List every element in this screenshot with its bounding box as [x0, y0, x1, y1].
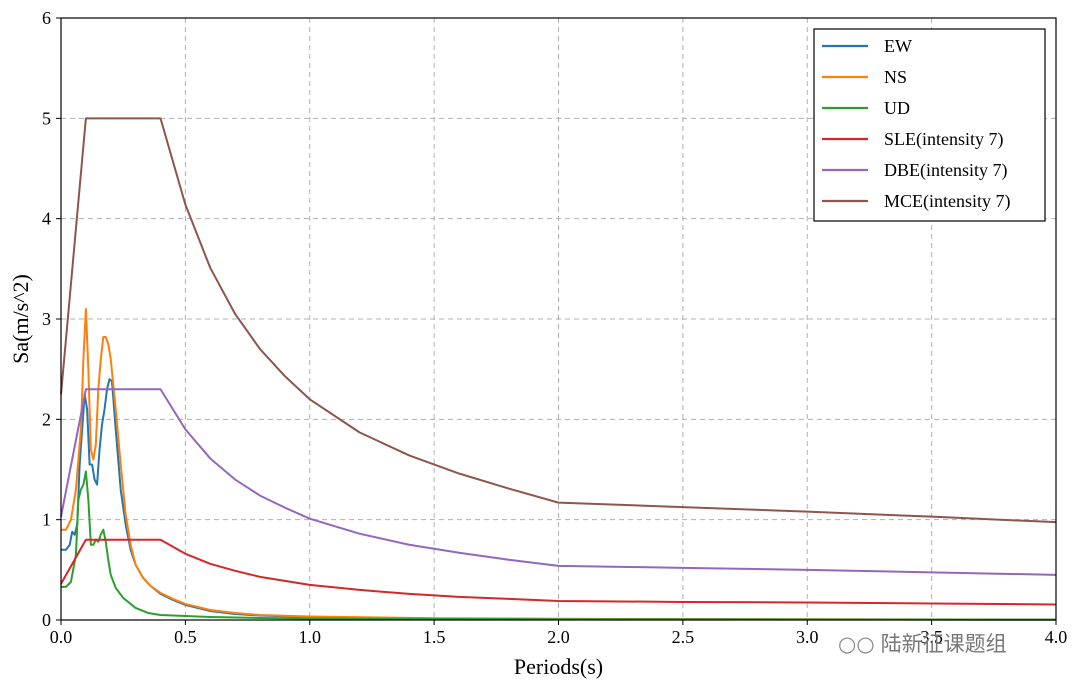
legend-box [813, 28, 1046, 222]
x-tick-label: 2.0 [547, 627, 570, 647]
y-tick-label: 3 [42, 309, 51, 329]
x-axis-label: Periods(s) [514, 654, 603, 679]
y-tick-label: 4 [42, 209, 51, 229]
x-tick-label: 1.5 [423, 627, 446, 647]
series-line-5 [60, 117, 1057, 524]
x-tick-label: 3.0 [796, 627, 819, 647]
x-tick-label: 3.5 [920, 627, 943, 647]
legend-label: SLE(intensity 7) [884, 129, 1004, 150]
x-tick-label: 4.0 [1045, 627, 1068, 647]
series-line-2 [61, 470, 1057, 621]
x-tick-label: 2.5 [672, 627, 695, 647]
x-tick-label: 0.5 [174, 627, 197, 647]
legend-label: DBE(intensity 7) [884, 160, 1008, 181]
legend-label: MCE(intensity 7) [884, 191, 1011, 212]
y-tick-label: 0 [42, 610, 51, 630]
y-tick-label: 5 [42, 108, 51, 128]
legend: EW NS UD SLE(intensity 7) DBE(intensity 7) MC… [813, 28, 1046, 222]
legend-label: UD [884, 98, 910, 118]
series-line-1 [61, 307, 1057, 621]
x-tick-label: 0.0 [50, 627, 73, 647]
x-tick-label: 1.0 [299, 627, 322, 647]
y-axis-label: Sa(m/s^2) [8, 274, 33, 364]
legend-label: NS [884, 67, 907, 87]
series-lines [60, 117, 1057, 621]
axis-ticks: 0.0 0.5 1.0 1.5 2.0 2.5 3.0 3.5 4.0 0 1 2 3 4 5 6 [42, 8, 1067, 647]
series-line-4 [60, 388, 1057, 576]
series-line-3 [60, 538, 1057, 606]
y-tick-label: 2 [42, 409, 51, 429]
y-tick-label: 6 [42, 8, 51, 28]
y-tick-label: 1 [42, 510, 51, 530]
legend-label: EW [884, 36, 912, 56]
